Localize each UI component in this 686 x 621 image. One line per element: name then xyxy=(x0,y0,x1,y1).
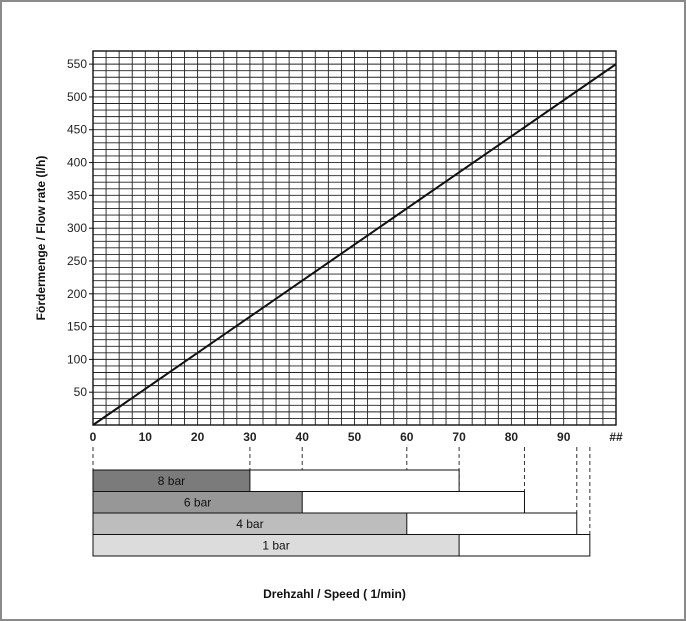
x-axis-label: Drehzahl / Speed ( 1/min) xyxy=(263,587,406,601)
x-tick-label: 30 xyxy=(243,430,257,444)
x-tick-label: 90 xyxy=(557,430,571,444)
x-tick-label: 60 xyxy=(400,430,414,444)
pressure-bar-fill xyxy=(92,534,460,557)
y-tick-label: 150 xyxy=(67,320,87,334)
y-tick-label: 500 xyxy=(67,90,87,104)
y-tick-label: 400 xyxy=(67,156,87,170)
x-tick-label: 10 xyxy=(139,430,153,444)
x-tick-label: 70 xyxy=(452,430,466,444)
y-ticks: 50 100 150 200 250 300 350 400 450 500 550 xyxy=(67,57,93,399)
flow-rate-line xyxy=(92,63,617,426)
y-tick-label: 450 xyxy=(67,123,87,137)
x-tick-label: 50 xyxy=(348,430,362,444)
y-tick-label: 200 xyxy=(67,287,87,301)
x-tick-label: 0 xyxy=(90,430,97,444)
grid xyxy=(92,50,617,426)
y-tick-label: 300 xyxy=(67,221,87,235)
y-tick-label: 100 xyxy=(67,352,87,366)
pressure-bar-label: 1 bar xyxy=(262,539,289,553)
y-axis-label: Fördermenge / Flow rate (l/h) xyxy=(34,156,48,321)
pressure-bars: 8 bar 6 bar 4 bar 1 bar xyxy=(92,469,591,557)
y-tick-label: 250 xyxy=(67,254,87,268)
series xyxy=(92,63,617,426)
pressure-bar-label: 8 bar xyxy=(158,474,185,488)
axes xyxy=(92,50,617,426)
x-tick-label: ## xyxy=(609,430,623,444)
y-tick-label: 350 xyxy=(67,188,87,202)
x-tick-label: 20 xyxy=(191,430,205,444)
x-tick-label: 80 xyxy=(505,430,519,444)
plot-area xyxy=(92,50,617,426)
x-tick-label: 40 xyxy=(296,430,310,444)
y-tick-label: 50 xyxy=(74,385,88,399)
pressure-bar-label: 4 bar xyxy=(236,517,263,531)
pressure-bar-label: 6 bar xyxy=(184,496,211,510)
y-tick-label: 550 xyxy=(67,57,87,71)
x-ticks: 0 10 20 30 40 50 60 70 80 90 ## xyxy=(90,430,623,444)
